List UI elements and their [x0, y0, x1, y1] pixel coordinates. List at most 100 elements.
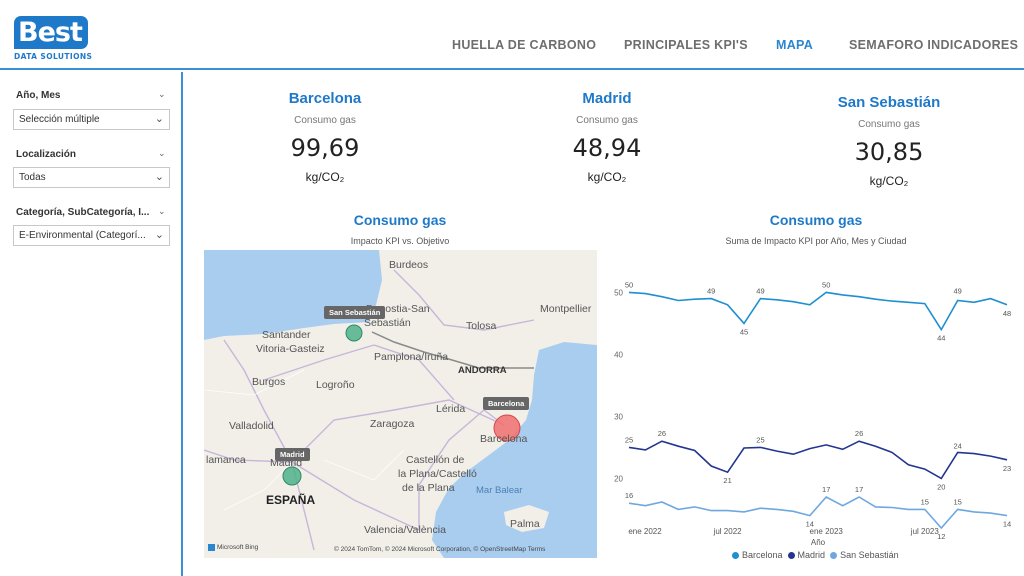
- data-label: 15: [921, 497, 929, 506]
- data-label: 17: [822, 485, 830, 494]
- logo-box: [14, 16, 88, 49]
- map-label-pamplona: Pamplona/Iruña: [374, 351, 449, 363]
- y-tick-label: 50: [614, 288, 623, 297]
- data-label: 12: [937, 532, 945, 541]
- legend-item-san-sebastian[interactable]: San Sebastián: [830, 550, 899, 560]
- kpi-metric: Consumo gas: [294, 115, 356, 126]
- kpi-city: Madrid: [582, 90, 632, 107]
- legend-label: Madrid: [797, 550, 826, 560]
- map-label-castellon-2: la Plana/Castelló: [398, 468, 477, 480]
- series-line-barcelona: [628, 291, 1008, 332]
- bing-attribution: Microsoft Bing: [217, 544, 259, 552]
- series-line-san-sebastián: [628, 495, 1008, 530]
- data-label: 16: [625, 491, 633, 500]
- map-label-barcelona: Barcelona: [480, 433, 528, 445]
- filter-select-localizacion[interactable]: Todas ⌄: [13, 167, 170, 188]
- bubble-tag-san-sebastian[interactable]: San Sebastián: [324, 306, 386, 319]
- kpi-card-san-sebastian: San Sebastián Consumo gas 30,85 kg/CO₂: [789, 94, 989, 188]
- map-label-andorra: ANDORRA: [458, 365, 507, 376]
- nav-mapa[interactable]: MAPA: [776, 38, 814, 52]
- kpi-unit: kg/CO₂: [305, 170, 345, 184]
- map-label-sebastian: Sebastián: [364, 317, 411, 329]
- data-label: 26: [658, 429, 666, 438]
- filter-sidebar: Año, Mes ⌄ Selección múltiple ⌄ Localiza…: [0, 72, 183, 576]
- series-line-madrid: [628, 440, 1008, 480]
- chevron-down-icon[interactable]: ⌄: [158, 148, 166, 158]
- filter-select-categoria[interactable]: E-Environmental (Categorí... ⌄: [13, 225, 170, 246]
- map-label-salamanca: lamanca: [206, 454, 246, 466]
- legend-item-madrid[interactable]: Madrid: [787, 550, 826, 560]
- line-panel-title: Consumo gas: [769, 212, 863, 228]
- map-view[interactable]: Burdeos Donostia-San Sebastián Montpelli…: [204, 250, 597, 558]
- kpi-card-madrid: Madrid Consumo gas 48,94 kg/CO₂: [507, 90, 707, 184]
- map-label-burdeos: Burdeos: [389, 259, 429, 271]
- map-label-mar-balear: Mar Balear: [476, 485, 523, 496]
- data-label: 44: [937, 334, 945, 343]
- bing-logo: Microsoft Bing: [208, 544, 258, 551]
- map-label-valladolid: Valladolid: [229, 420, 274, 432]
- nav-semaforo-indicadores[interactable]: SEMAFORO INDICADORES: [849, 38, 1019, 52]
- x-axis-title: Año: [811, 538, 826, 547]
- chevron-down-icon[interactable]: ⌄: [158, 206, 166, 216]
- kpi-value: 99,69: [290, 134, 360, 162]
- legend-dot: [787, 552, 795, 560]
- kpi-value: 48,94: [572, 134, 642, 162]
- y-tick-label: 20: [614, 474, 623, 483]
- map-label-castellon-1: Castellón de: [406, 454, 465, 466]
- map-label-montpellier: Montpellier: [540, 303, 592, 315]
- kpi-city: San Sebastián: [837, 94, 941, 111]
- kpi-unit: kg/CO₂: [587, 170, 627, 184]
- y-tick-label: 40: [614, 350, 623, 359]
- data-label: 49: [756, 287, 764, 296]
- map-label-castellon-3: de la Plana: [402, 482, 455, 494]
- x-tick-label: jul 2023: [910, 527, 940, 536]
- kpi-metric: Consumo gas: [858, 119, 920, 130]
- chevron-down-icon: ⌄: [154, 229, 164, 241]
- map-label-zaragoza: Zaragoza: [370, 418, 415, 430]
- data-label: 17: [855, 485, 863, 494]
- map-label-espana: ESPAÑA: [266, 493, 316, 507]
- map-panel-title: Consumo gas: [353, 212, 447, 228]
- data-label: 50: [625, 280, 633, 289]
- x-tick-label: jul 2022: [713, 527, 743, 536]
- map-label-santander: Santander: [262, 329, 311, 341]
- map-background: [204, 250, 597, 558]
- filter-title-localizacion: Localización: [16, 149, 77, 160]
- map-label-logrono: Logroño: [316, 379, 355, 391]
- kpi-card-barcelona: Barcelona Consumo gas 99,69 kg/CO₂: [225, 90, 425, 184]
- chevron-down-icon: ⌄: [154, 113, 164, 125]
- kpi-unit: kg/CO₂: [869, 174, 909, 188]
- data-label: 26: [855, 429, 863, 438]
- data-label: 49: [954, 287, 962, 296]
- filter-value: Selección múltiple: [19, 114, 100, 125]
- logo-main-text: Best: [18, 17, 83, 48]
- bubble-tag-madrid[interactable]: Madrid: [275, 448, 310, 461]
- data-label: 24: [954, 442, 962, 451]
- legend-dot: [732, 552, 739, 560]
- map-label-palma: Palma: [510, 518, 540, 530]
- map-attribution[interactable]: © 2024 TomTom, © 2024 Microsoft Corporat…: [334, 546, 546, 553]
- nav-huella-de-carbono[interactable]: HUELLA DE CARBONO: [452, 38, 597, 52]
- legend-label: Barcelona: [742, 550, 783, 560]
- chevron-down-icon[interactable]: ⌄: [158, 89, 166, 99]
- filter-title-ano-mes: Año, Mes: [16, 90, 61, 101]
- kpi-metric: Consumo gas: [576, 115, 638, 126]
- legend-dot: [830, 552, 838, 560]
- map-panel-subtitle: Impacto KPI vs. Objetivo: [350, 236, 450, 246]
- nav-principales-kpis[interactable]: PRINCIPALES KPI'S: [624, 38, 748, 52]
- data-label: 20: [937, 482, 945, 491]
- filter-select-ano-mes[interactable]: Selección múltiple ⌄: [13, 109, 170, 130]
- filter-value: Todas: [19, 172, 46, 183]
- logo-sub-text: DATA SOLUTIONS: [14, 52, 93, 61]
- chevron-down-icon: ⌄: [154, 171, 164, 183]
- bubble-tag-barcelona[interactable]: Barcelona: [483, 397, 530, 410]
- map-label-tolosa: Tolosa: [466, 320, 497, 332]
- kpi-value: 30,85: [854, 138, 924, 166]
- filter-title-categoria: Categoría, SubCategoría, I...: [16, 207, 150, 218]
- map-label-vitoria: Vitoria-Gasteiz: [256, 343, 325, 355]
- data-label: 14: [806, 520, 814, 529]
- line-chart[interactable]: 20 30 40 50 ene 2022 jul 2022 ene 2023 jul 2023…: [605, 250, 1015, 570]
- logo: Best DATA SOLUTIONS: [14, 16, 92, 62]
- legend-item-barcelona[interactable]: Barcelona: [732, 550, 783, 560]
- data-label: 50: [822, 280, 830, 289]
